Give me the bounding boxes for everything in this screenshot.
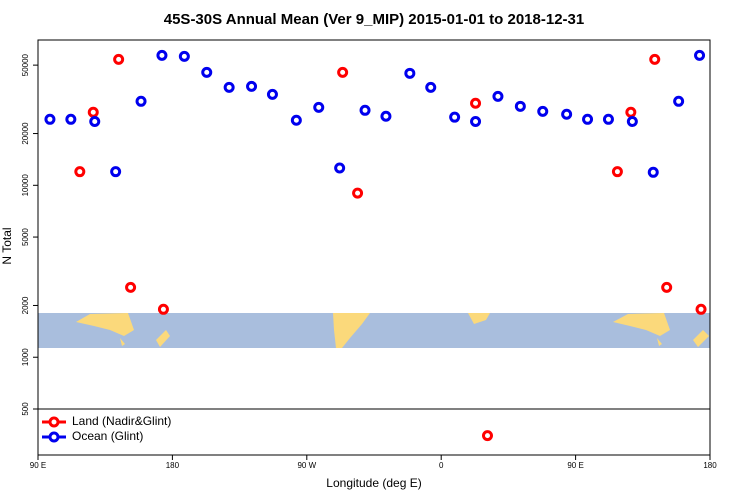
point [673,95,685,107]
point [201,66,213,78]
point [359,104,371,116]
point [334,162,346,174]
y-tick-label: 500 [21,402,30,416]
point [223,81,235,93]
point [74,166,86,178]
point [625,106,637,118]
point [582,113,594,125]
x-tick-label: 180 [166,461,180,470]
point [246,80,258,92]
x-tick-label: 90 E [30,461,46,470]
point [110,166,122,178]
point [44,113,56,125]
y-tick-label: 5000 [21,228,30,246]
point [157,303,169,315]
point [87,106,99,118]
point [561,108,573,120]
point [135,95,147,107]
point [514,100,526,112]
point [380,110,392,122]
legend-label: Land (Nadir&Glint) [72,414,171,428]
point [89,116,101,128]
map-band [38,313,710,348]
point [425,81,437,93]
point [313,101,325,113]
y-tick-label: 1000 [21,348,30,366]
point [449,111,461,123]
point [178,50,190,62]
point [649,53,661,65]
y-tick-label: 2000 [21,296,30,314]
point [661,281,673,293]
point [537,105,549,117]
plot-frame [37,39,711,456]
legend-label: Ocean (Glint) [72,429,143,443]
y-tick-label: 10000 [21,174,30,197]
point [647,166,659,178]
chart-title: 45S-30S Annual Mean (Ver 9_MIP) 2015-01-… [164,11,584,28]
point [352,187,364,199]
point [611,166,623,178]
x-tick-label: 0 [439,461,444,470]
point [626,116,638,128]
point [125,281,137,293]
x-tick-label: 180 [703,461,717,470]
x-tick-label: 90 E [567,461,583,470]
point [694,49,706,61]
point [470,97,482,109]
point [481,430,493,442]
x-tick-label: 90 W [297,461,316,470]
legend-marker [48,416,60,428]
point [602,113,614,125]
y-tick-label: 50000 [21,53,30,76]
point [337,66,349,78]
y-tick-label: 20000 [21,122,30,145]
point [695,303,707,315]
point [156,49,168,61]
y-axis-label: N Total [0,227,14,264]
legend-marker [48,431,60,443]
point [266,88,278,100]
point [470,116,482,128]
point [492,90,504,102]
point [404,67,416,79]
point [290,114,302,126]
point [113,53,125,65]
x-axis-label: Longitude (deg E) [326,476,421,490]
point [65,113,77,125]
